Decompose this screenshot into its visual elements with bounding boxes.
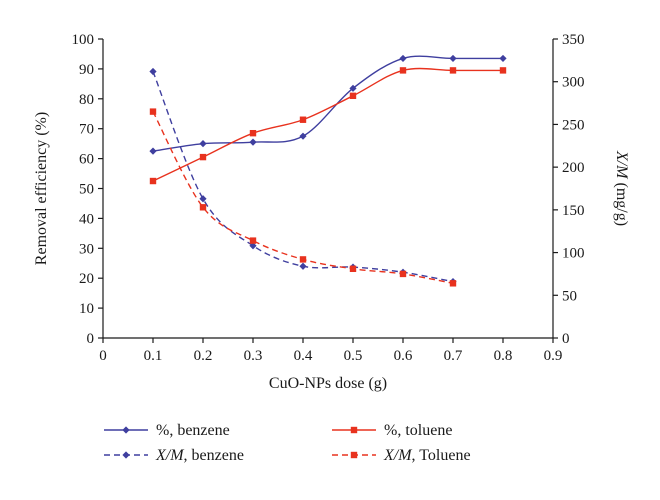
legend-label: %, toluene — [384, 422, 452, 439]
legend-item-toluene: %, toluene — [332, 422, 452, 439]
axes-group: 0 0.1 0.2 0.3 0.4 0.5 0.6 0.7 0.8 0.9010203040506… — [72, 32, 585, 364]
y-right-tick-label: 300 — [562, 75, 585, 91]
y-left-tick-label: 30 — [79, 241, 94, 257]
y-right-tick-label: 200 — [562, 160, 585, 176]
y-left-axis-title: Removal efficiency (%) — [33, 112, 50, 265]
data-point-x-m-toluene — [449, 280, 457, 287]
series-line-x-m-benzene — [152, 71, 454, 283]
legend-item-x-m-benzene: X/M, benzene — [104, 447, 244, 464]
data-point-x-m-toluene — [299, 256, 307, 263]
data-point-x-m-toluene — [149, 108, 157, 115]
y-right-tick-label: 100 — [562, 246, 585, 262]
data-point-toluene — [299, 116, 307, 123]
x-tick-label: 0.8 — [494, 348, 513, 364]
series-x-m-toluene — [149, 108, 457, 287]
data-point-x-m-benzene — [149, 67, 157, 76]
y-left-tick-label: 0 — [87, 331, 95, 347]
data-point-x-m-benzene — [199, 195, 207, 203]
legend-item-x-m-toluene: X/M, Toluene — [332, 447, 471, 464]
data-point-toluene — [249, 129, 257, 137]
legend-label: X/M, benzene — [155, 447, 244, 464]
data-point-toluene — [399, 67, 407, 74]
x-tick-label: 0.5 — [344, 348, 363, 364]
data-point-toluene — [199, 153, 207, 161]
x-tick-label: 0.7 — [444, 348, 463, 364]
x-tick-label: 0.6 — [394, 348, 413, 364]
y-left-tick-label: 80 — [79, 92, 94, 108]
data-point-benzene — [399, 54, 407, 63]
y-left-tick-label: 70 — [79, 122, 94, 138]
legend-swatch-marker — [122, 426, 130, 434]
series-line-benzene — [152, 55, 503, 152]
y-right-axis-title: X/M (mg/g) — [613, 150, 630, 226]
y-left-tick-label: 40 — [79, 211, 94, 227]
x-tick-label: 0.9 — [544, 348, 563, 364]
y-left-tick-label: 20 — [79, 271, 94, 287]
data-point-benzene — [249, 138, 257, 146]
data-point-benzene — [349, 84, 357, 92]
data-point-x-m-toluene — [199, 204, 207, 211]
data-point-benzene — [199, 140, 207, 148]
data-point-benzene — [449, 54, 457, 63]
data-point-benzene — [299, 132, 307, 140]
series-group — [149, 54, 507, 287]
y-left-tick-label: 100 — [72, 32, 95, 48]
data-point-x-m-toluene — [399, 270, 407, 278]
y-right-tick-label: 350 — [562, 32, 585, 48]
y-left-tick-label: 10 — [79, 301, 94, 317]
y-right-tick-label: 150 — [562, 203, 585, 219]
data-point-benzene — [499, 54, 507, 63]
x-tick-label: 0.2 — [194, 348, 213, 364]
x-tick-label: 0.3 — [244, 348, 263, 364]
data-point-x-m-benzene — [299, 262, 307, 270]
data-point-toluene — [449, 67, 457, 74]
legend-label: X/M, Toluene — [383, 447, 471, 464]
data-point-x-m-toluene — [349, 265, 357, 273]
legend-group: %, benzene %, toluene X/M, benzene X/M, Tol… — [104, 422, 471, 464]
data-point-toluene — [499, 67, 507, 74]
series-benzene — [149, 54, 507, 155]
y-right-tick-label: 0 — [562, 331, 570, 347]
data-point-toluene — [149, 177, 157, 185]
y-left-tick-label: 50 — [79, 182, 94, 198]
series-x-m-benzene — [149, 67, 457, 286]
data-point-x-m-toluene — [249, 237, 257, 244]
x-tick-label: 0 — [99, 348, 107, 364]
legend-swatch-marker — [122, 451, 130, 459]
legend-item-benzene: %, benzene — [104, 422, 230, 439]
x-tick-label: 0.1 — [144, 348, 163, 364]
x-tick-label: 0.4 — [294, 348, 313, 364]
legend-label: %, benzene — [156, 422, 230, 439]
series-line-toluene — [152, 67, 503, 182]
y-right-tick-label: 250 — [562, 117, 585, 133]
y-right-tick-label: 50 — [562, 288, 577, 304]
data-point-x-m-benzene — [249, 242, 257, 250]
series-toluene — [149, 67, 507, 185]
y-left-tick-label: 60 — [79, 152, 94, 168]
y-left-tick-label: 90 — [79, 62, 94, 78]
x-axis-title: CuO-NPs dose (g) — [269, 375, 387, 392]
legend-swatch-marker — [350, 426, 358, 434]
data-point-toluene — [349, 92, 357, 100]
legend-swatch-marker — [350, 451, 358, 459]
data-point-benzene — [149, 147, 157, 155]
